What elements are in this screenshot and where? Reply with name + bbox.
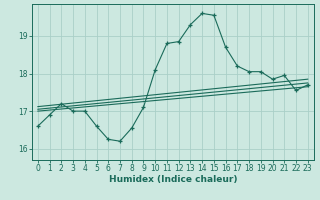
X-axis label: Humidex (Indice chaleur): Humidex (Indice chaleur) [108,175,237,184]
